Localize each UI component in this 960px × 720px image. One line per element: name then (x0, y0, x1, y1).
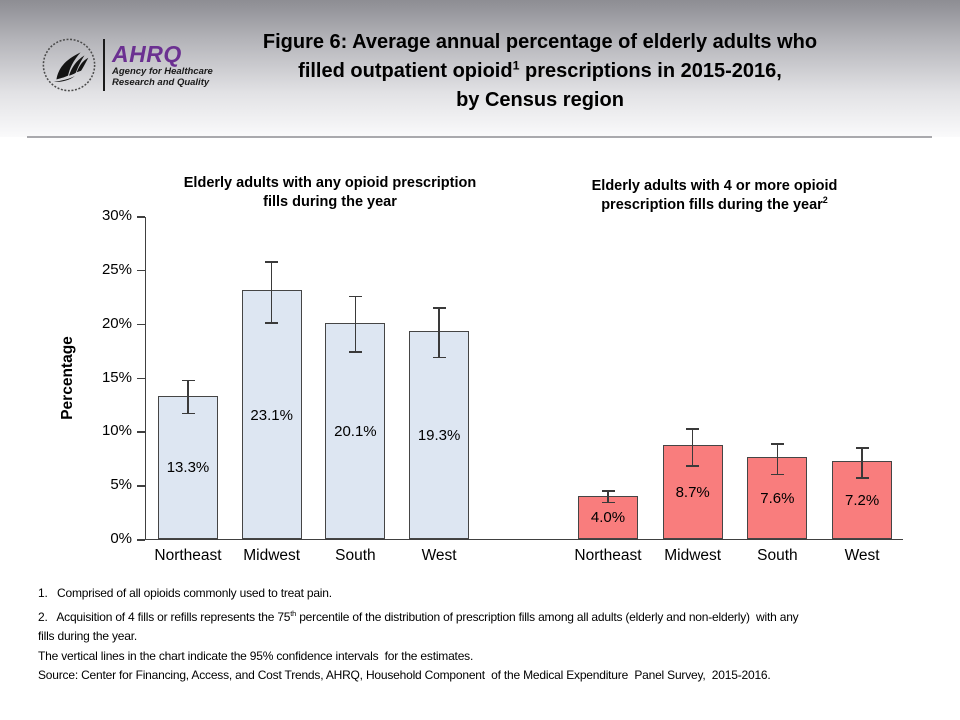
error-bar-south-any (354, 295, 357, 353)
footnote-1: 1. Comprised of all opioids commonly use… (38, 586, 332, 600)
y-tick-label: 30% (101, 207, 132, 224)
header-band: AHRQ Agency for Healthcare Research and … (0, 0, 960, 137)
header-divider-line (27, 136, 932, 138)
x-category-label-northeast-any: Northeast (154, 547, 222, 564)
footnote-2-sup: th (290, 608, 297, 618)
title-footnote-ref-1: 1 (512, 58, 520, 73)
error-cap-bottom-west-4plus (855, 477, 869, 479)
title-line-2b: prescriptions in 2015-2016, (519, 60, 782, 82)
y-tick-label: 0% (110, 530, 132, 547)
footnote-2-continued: fills during the year. (38, 629, 137, 643)
right-chart-title-line2: prescription fills during the year (601, 197, 823, 213)
error-cap-top-west-any (432, 307, 446, 309)
footnote-2: 2. Acquisition of 4 fills or refills rep… (38, 604, 799, 628)
bar-value-label-midwest-4plus: 8.7% (675, 484, 710, 502)
y-tick-label: 20% (101, 314, 132, 332)
ahrq-subtitle-2: Research and Quality (112, 77, 210, 88)
right-chart-footnote-ref-2: 2 (822, 195, 828, 206)
bar-midwest-any (241, 290, 302, 539)
x-category-label-west-4plus: West (844, 547, 880, 564)
x-category-label-west-any: West (421, 547, 457, 564)
y-axis-tick (137, 269, 145, 272)
bar-value-label-northeast-4plus: 4.0% (590, 509, 626, 527)
error-bar-south-4plus (776, 443, 779, 476)
error-bar-west-4plus (861, 447, 863, 479)
footnote-2-text-b: percentile of the distribution of prescr… (296, 609, 799, 624)
hhs-eagle-icon (42, 38, 96, 92)
error-cap-bottom-midwest-any (265, 322, 279, 324)
ahrq-acronym: AHRQ (112, 41, 182, 67)
y-axis-tick (137, 216, 145, 218)
logo-divider (103, 39, 105, 91)
y-axis-tick (137, 377, 145, 379)
y-axis-tick (137, 485, 145, 487)
bar-value-label-midwest-any: 23.1% (250, 406, 293, 424)
y-tick-label: 15% (101, 368, 132, 386)
bar-value-label-west-4plus: 7.2% (844, 492, 880, 510)
error-bar-midwest-4plus (691, 428, 694, 467)
error-bar-midwest-any (270, 261, 273, 324)
x-category-label-northeast-4plus: Northeast (574, 547, 642, 564)
bar-value-label-south-4plus: 7.6% (760, 490, 795, 508)
y-axis-tick (137, 539, 145, 541)
ahrq-subtitle-1: Agency for Healthcare (112, 66, 213, 77)
y-tick-label: 5% (110, 476, 132, 494)
right-chart-title-line1: Elderly adults with 4 or more opioid (591, 178, 838, 194)
bar-south-any (325, 322, 386, 539)
error-cap-bottom-south-4plus (770, 473, 784, 476)
title-line-1: Figure 6: Average annual percentage of e… (262, 31, 818, 53)
bar-northeast-any (158, 395, 218, 539)
y-axis-tick (137, 323, 145, 326)
error-cap-bottom-northeast-any (181, 412, 195, 415)
y-tick-label: 25% (101, 260, 132, 278)
left-chart-title-line2: fills during the year (263, 194, 397, 210)
bar-west-any (409, 331, 470, 539)
error-cap-top-west-4plus (855, 447, 869, 449)
figure-title: Figure 6: Average annual percentage of e… (170, 28, 910, 115)
error-cap-top-south-4plus (770, 443, 784, 445)
ahrq-logo: AHRQ Agency for Healthcare Research and … (40, 36, 213, 94)
bar-value-label-south-any: 20.1% (334, 422, 377, 440)
bar-chart-plot: 0% 5% 10% 15% 20% 25% 30% 13.3% Northeast 23.1% Mi… (102, 207, 903, 564)
error-bar-west-any (438, 307, 440, 359)
x-category-label-midwest-4plus: Midwest (664, 547, 722, 564)
right-chart-title: Elderly adults with 4 or more opioid pres… (542, 177, 887, 215)
footnote-source: Source: Center for Financing, Access, an… (38, 668, 771, 682)
bar-value-label-northeast-any: 13.3% (166, 459, 210, 477)
title-line-3: by Census region (456, 89, 624, 111)
footnote-2-text: 2. Acquisition of 4 fills or refills rep… (38, 609, 291, 624)
bar-value-label-west-any: 19.3% (417, 427, 461, 445)
x-category-label-south-any: South (335, 547, 376, 564)
y-tick-label: 10% (101, 422, 132, 440)
title-line-2: filled outpatient opioid (298, 60, 513, 82)
error-cap-top-south-any (348, 295, 362, 298)
footnotes: 1. Comprised of all opioids commonly use… (38, 584, 799, 686)
error-cap-top-midwest-any (265, 261, 279, 263)
logo-text: AHRQ Agency for Healthcare Research and … (112, 42, 213, 88)
error-cap-bottom-west-any (432, 356, 446, 359)
left-chart-title: Elderly adults with any opioid prescript… (150, 174, 510, 212)
x-category-label-midwest-any: Midwest (243, 547, 301, 564)
error-cap-bottom-northeast-4plus (601, 501, 615, 504)
y-axis-tick (137, 431, 145, 433)
error-bar-northeast-any (187, 379, 189, 415)
footnote-confidence-intervals: The vertical lines in the chart indicate… (38, 648, 474, 663)
error-cap-bottom-south-any (348, 351, 362, 353)
error-cap-top-midwest-4plus (686, 428, 700, 430)
left-chart-title-line1: Elderly adults with any opioid prescript… (183, 175, 477, 191)
error-bar-northeast-4plus (607, 490, 609, 504)
error-cap-top-northeast-any (181, 379, 195, 382)
x-category-label-south-4plus: South (757, 547, 798, 564)
error-cap-bottom-midwest-4plus (686, 465, 700, 467)
error-cap-top-northeast-4plus (601, 490, 615, 492)
